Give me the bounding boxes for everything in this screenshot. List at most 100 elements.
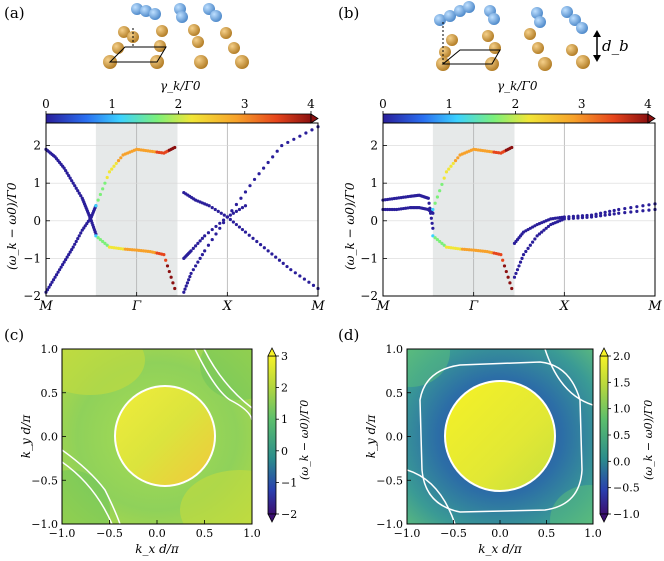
x-tick-label: 0.5 [538, 527, 556, 540]
data-point [221, 221, 226, 225]
data-point [210, 237, 214, 242]
data-point [198, 239, 202, 243]
data-point [74, 239, 78, 244]
y-tick-label: 1 [33, 176, 41, 190]
data-point [58, 268, 62, 272]
data-point [608, 212, 612, 217]
data-point [531, 240, 535, 244]
data-point [623, 206, 627, 211]
data-point [594, 214, 598, 218]
x-tick-label: 1.0 [584, 527, 602, 540]
data-point [449, 164, 453, 168]
data-point [255, 239, 259, 244]
data-point [62, 166, 66, 170]
data-point [101, 239, 105, 244]
data-point [228, 213, 232, 217]
x-tick-label: −0.5 [96, 527, 123, 540]
data-point [274, 255, 278, 259]
data-point [68, 176, 72, 180]
data-point [518, 260, 523, 264]
colorbar-tick-label: 3 [241, 97, 249, 111]
data-point [47, 285, 51, 289]
data-point [65, 255, 69, 259]
data-point [271, 155, 275, 159]
data-point [390, 207, 394, 212]
data-point [594, 212, 598, 216]
data-point [383, 207, 387, 212]
data-point [194, 244, 198, 248]
data-point [67, 174, 71, 178]
data-point [612, 212, 616, 216]
data-point [64, 169, 68, 173]
data-point [228, 217, 232, 222]
data-point [210, 227, 214, 232]
y-tick-label: 0.5 [386, 387, 404, 400]
data-point [67, 253, 71, 257]
data-point [71, 245, 75, 249]
data-point [502, 264, 507, 268]
data-point [385, 207, 390, 212]
y-tick-label: 0.5 [41, 387, 59, 400]
data-point [213, 207, 217, 212]
colorbar-tick-label: 1 [108, 97, 116, 111]
data-point [438, 239, 442, 244]
data-point [641, 209, 645, 213]
data-point [64, 258, 68, 262]
data-point [537, 232, 542, 236]
data-point [54, 273, 59, 277]
data-point [240, 206, 245, 210]
colorbar-tick-label: −2 [281, 508, 297, 521]
data-point [540, 230, 544, 234]
colorbar-d [599, 347, 609, 523]
data-point [285, 264, 289, 269]
colorbar-label-b: γ_k/Γ0 [497, 79, 538, 93]
data-point [281, 261, 285, 266]
colorbar-tick-label: 1.5 [613, 376, 631, 389]
y-tick-label: −1.0 [31, 518, 58, 531]
data-point [74, 186, 78, 190]
data-point [234, 209, 238, 213]
lattice-illustration-b [434, 1, 601, 71]
data-point [218, 221, 222, 225]
colorbar-tick-label: 1 [281, 413, 288, 426]
data-point [222, 213, 226, 217]
data-point [304, 131, 308, 135]
colorbar-tick-label: 0 [281, 445, 288, 458]
data-point [453, 159, 458, 163]
data-point [546, 224, 551, 229]
data-point [94, 234, 98, 238]
data-point [243, 204, 248, 208]
data-point [183, 287, 187, 291]
data-point [535, 234, 539, 238]
data-point [119, 156, 123, 160]
data-point [53, 275, 57, 279]
panel-label-c: (c) [4, 326, 24, 344]
y-tick-label: 1 [370, 176, 378, 190]
colorbar-tick-label: 4 [307, 97, 315, 111]
data-point [617, 207, 621, 212]
data-point [206, 231, 211, 235]
data-point [447, 167, 451, 171]
data-point [388, 207, 392, 212]
data-point [251, 236, 255, 240]
data-point [214, 224, 218, 229]
x-tick-label: M [375, 299, 390, 314]
y-tick-label: 1.0 [41, 343, 59, 356]
x-axis-label: k_x d/π [478, 542, 523, 556]
data-point [612, 208, 616, 213]
data-point [214, 232, 218, 236]
data-point [262, 246, 266, 250]
data-point [248, 184, 252, 188]
data-point [262, 166, 266, 170]
data-point [247, 233, 251, 237]
data-point [96, 236, 100, 240]
data-point [585, 215, 589, 219]
heatmap-c [62, 349, 252, 524]
data-point [608, 209, 612, 213]
colorbar-tick-label: 2 [175, 97, 183, 111]
data-point [48, 283, 53, 287]
data-point [508, 281, 512, 285]
y-tick-label: 1.0 [386, 343, 404, 356]
data-point [542, 228, 546, 232]
data-point [427, 201, 431, 205]
